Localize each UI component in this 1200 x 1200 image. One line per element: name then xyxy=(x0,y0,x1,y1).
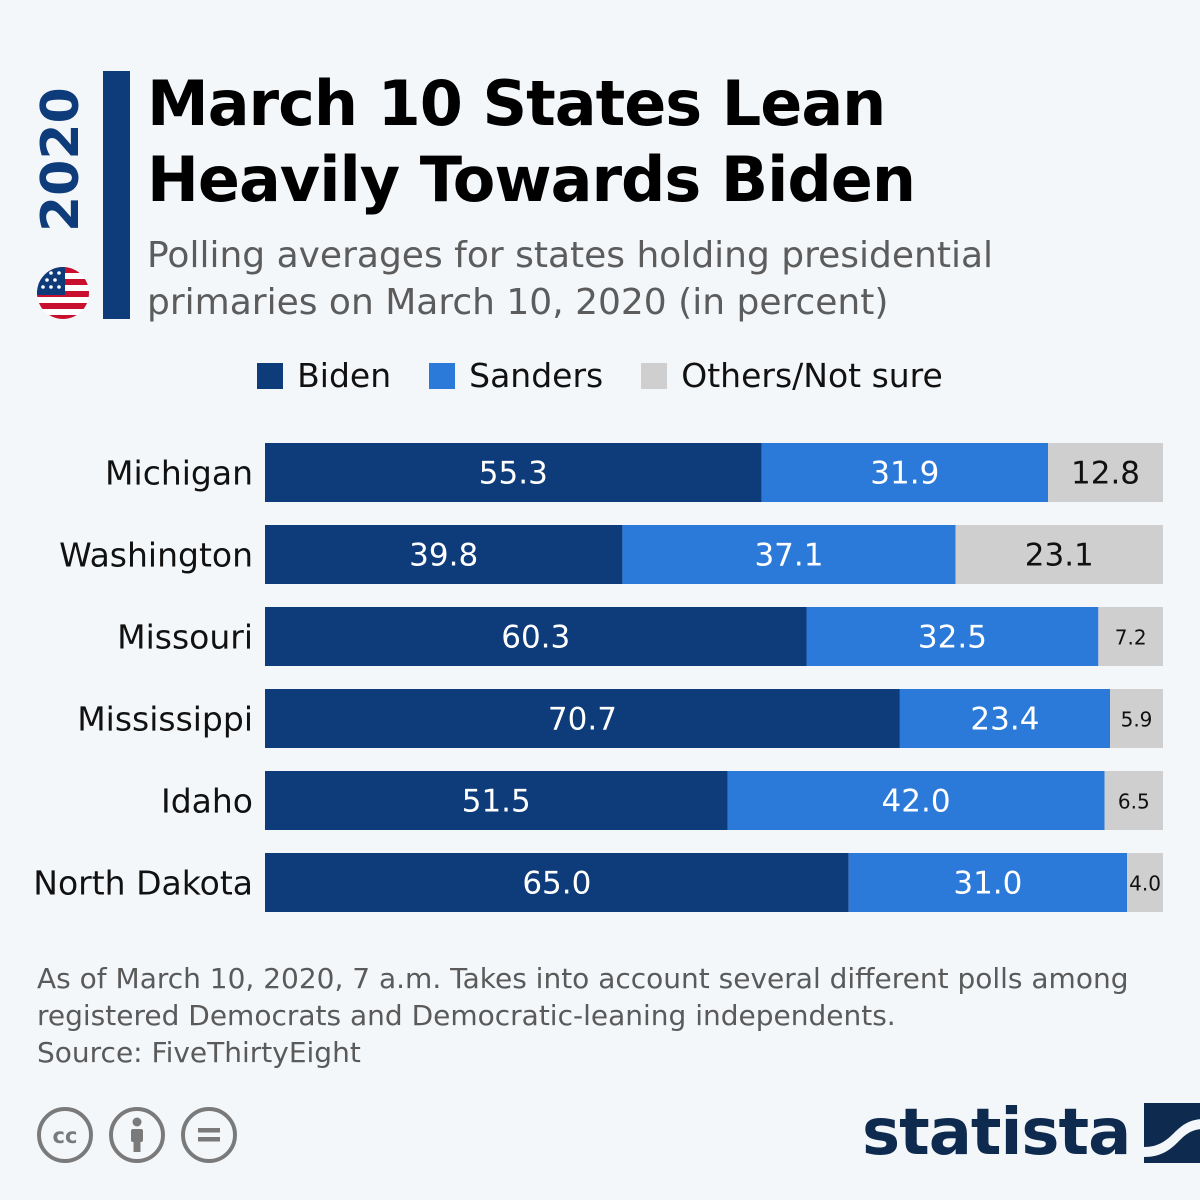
page-title: March 10 States Lean Heavily Towards Bid… xyxy=(147,66,1147,218)
value-label-sanders-michigan: 31.9 xyxy=(870,456,939,492)
value-label-others-not-sure-washington: 23.1 xyxy=(1025,538,1094,574)
source-label: Source: FiveThirtyEight xyxy=(37,1036,361,1069)
stacked-bar-chart: Michigan 55.3 31.9 12.8 Washington 39.8 37.1 23… xyxy=(0,430,1200,930)
category-label-washington: Washington xyxy=(59,536,253,575)
category-label-idaho: Idaho xyxy=(161,782,253,821)
bar-others-not-sure-idaho xyxy=(1104,771,1163,830)
bar-sanders-north-dakota xyxy=(848,853,1128,912)
chart-canvas: Michigan 55.3 31.9 12.8 Washington 39.8 37.1 23… xyxy=(33,443,1163,912)
value-label-others-not-sure-idaho: 6.5 xyxy=(1118,790,1150,814)
bar-others-not-sure-missouri xyxy=(1098,607,1163,666)
value-label-sanders-mississippi: 23.4 xyxy=(970,702,1039,738)
legend-label-biden: Biden xyxy=(297,356,392,395)
value-label-others-not-sure-mississippi: 5.9 xyxy=(1121,708,1153,732)
year-badge: 2020 xyxy=(28,72,92,237)
license-icons: cc xyxy=(36,1106,238,1164)
bar-others-not-sure-washington xyxy=(955,525,1163,584)
legend-label-others: Others/Not sure xyxy=(681,356,943,395)
value-label-others-not-sure-missouri: 7.2 xyxy=(1115,626,1147,650)
value-label-others-not-sure-michigan: 12.8 xyxy=(1071,456,1140,492)
us-flag-icon xyxy=(37,267,89,319)
year-badge-text: 2020 xyxy=(31,87,91,232)
legend-swatch-sanders xyxy=(429,362,456,389)
title-line-2: Heavily Towards Biden xyxy=(147,143,916,216)
bar-sanders-missouri xyxy=(806,607,1099,666)
bar-others-not-sure-north-dakota xyxy=(1127,853,1163,912)
category-label-missouri: Missouri xyxy=(117,618,253,657)
value-label-biden-mississippi: 70.7 xyxy=(548,702,617,738)
category-label-michigan: Michigan xyxy=(105,454,253,493)
value-label-sanders-north-dakota: 31.0 xyxy=(953,866,1022,902)
bar-biden-missouri xyxy=(265,607,807,666)
legend-item-sanders: Sanders xyxy=(429,356,603,395)
bar-biden-mississippi xyxy=(265,689,900,748)
footnote-line-1: As of March 10, 2020, 7 a.m. Takes into … xyxy=(37,962,1129,995)
chart-legend: Biden Sanders Others/Not sure xyxy=(0,356,1200,395)
no-derivatives-icon[interactable] xyxy=(180,1106,238,1164)
bar-sanders-michigan xyxy=(761,443,1049,502)
legend-label-sanders: Sanders xyxy=(469,356,604,395)
brand-name: statista xyxy=(862,1096,1131,1170)
page-subtitle: Polling averages for states holding pres… xyxy=(147,232,1147,326)
bar-sanders-idaho xyxy=(727,771,1105,830)
value-label-biden-missouri: 60.3 xyxy=(501,620,570,656)
title-line-1: March 10 States Lean xyxy=(147,67,886,140)
bar-biden-idaho xyxy=(265,771,728,830)
footnote: As of March 10, 2020, 7 a.m. Takes into … xyxy=(37,960,1167,1071)
category-label-mississippi: Mississippi xyxy=(77,700,253,739)
value-label-others-not-sure-north-dakota: 4.0 xyxy=(1129,872,1161,896)
value-label-sanders-idaho: 42.0 xyxy=(882,784,951,820)
value-label-sanders-washington: 37.1 xyxy=(754,538,823,574)
legend-swatch-others xyxy=(641,362,668,389)
bar-biden-north-dakota xyxy=(265,853,849,912)
bar-others-not-sure-mississippi xyxy=(1110,689,1163,748)
bar-sanders-washington xyxy=(622,525,956,584)
bar-biden-michigan xyxy=(265,443,762,502)
legend-item-biden: Biden xyxy=(257,356,391,395)
bar-sanders-mississippi xyxy=(899,689,1111,748)
footnote-line-2: registered Democrats and Democratic-lean… xyxy=(37,999,896,1032)
subtitle-line-1: Polling averages for states holding pres… xyxy=(147,235,994,276)
bar-others-not-sure-michigan xyxy=(1048,443,1163,502)
value-label-biden-washington: 39.8 xyxy=(409,538,478,574)
value-label-biden-michigan: 55.3 xyxy=(479,456,548,492)
statista-brand[interactable]: statista xyxy=(862,1098,1200,1168)
title-accent-bar xyxy=(103,71,130,319)
creative-commons-icon[interactable]: cc xyxy=(36,1106,94,1164)
category-label-north-dakota: North Dakota xyxy=(33,864,253,903)
value-label-biden-north-dakota: 65.0 xyxy=(522,866,591,902)
svg-text:cc: cc xyxy=(53,1124,78,1148)
subtitle-line-2: primaries on March 10, 2020 (in percent) xyxy=(147,282,889,323)
legend-item-others: Others/Not sure xyxy=(641,356,943,395)
statista-logo-icon xyxy=(1144,1103,1200,1163)
value-label-sanders-missouri: 32.5 xyxy=(918,620,987,656)
bar-biden-washington xyxy=(265,525,623,584)
attribution-icon[interactable] xyxy=(108,1106,166,1164)
legend-swatch-biden xyxy=(257,362,284,389)
value-label-biden-idaho: 51.5 xyxy=(462,784,531,820)
